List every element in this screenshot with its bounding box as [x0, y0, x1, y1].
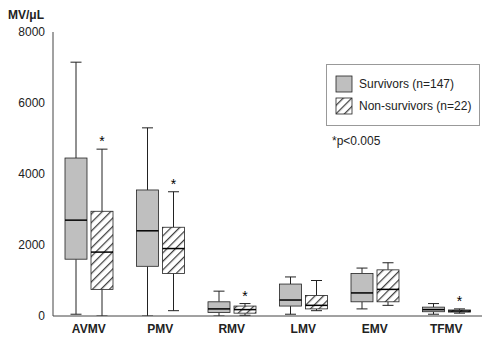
svg-text:*: *	[171, 176, 177, 192]
html-text:MV/μL: MV/μL	[8, 8, 44, 22]
svg-text:LMV: LMV	[291, 322, 316, 336]
svg-text:6000: 6000	[18, 96, 45, 110]
svg-text:4000: 4000	[18, 167, 45, 181]
svg-text:AVMV: AVMV	[72, 322, 106, 336]
svg-text:0: 0	[38, 309, 45, 323]
html-text:*p<0.005: *p<0.005	[332, 134, 381, 148]
svg-text:TFMV: TFMV	[430, 322, 463, 336]
svg-text:*: *	[242, 288, 248, 304]
svg-text:PMV: PMV	[147, 322, 173, 336]
html-text:Non-survivors (n=22): Non-survivors (n=22)	[359, 99, 472, 113]
svg-text:*: *	[99, 133, 105, 149]
html-text:Survivors (n=147): Survivors (n=147)	[359, 77, 454, 91]
svg-text:RMV: RMV	[218, 322, 245, 336]
svg-text:8000: 8000	[18, 25, 45, 39]
svg-text:2000: 2000	[18, 238, 45, 252]
svg-text:EMV: EMV	[362, 322, 388, 336]
svg-text:*: *	[457, 293, 463, 309]
